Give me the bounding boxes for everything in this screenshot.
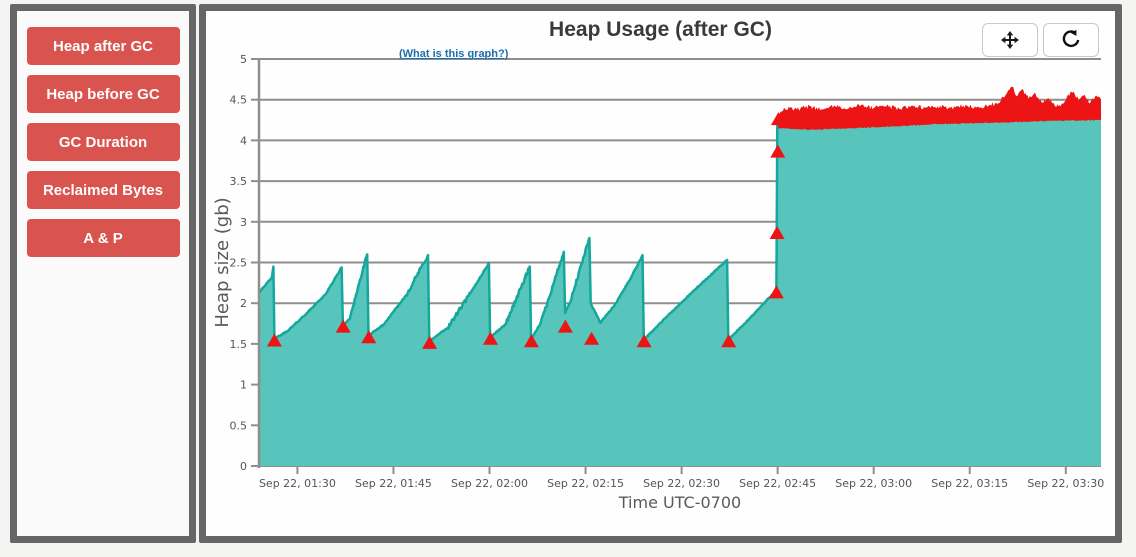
svg-text:0.5: 0.5: [230, 419, 248, 432]
svg-text:Sep 22, 03:15: Sep 22, 03:15: [931, 477, 1008, 490]
refresh-icon: [1062, 29, 1080, 48]
svg-text:4.5: 4.5: [230, 94, 248, 107]
sidebar-panel: Heap after GC Heap before GC GC Duration…: [10, 4, 196, 543]
gc-event-triangles: [266, 112, 786, 349]
svg-text:4: 4: [240, 134, 247, 147]
chart-panel: 0 0.5 1 1.5 2 2.5 3 3.5 4 4.5 5 Sep 22, 01:30 Sep 22…: [199, 4, 1122, 543]
svg-text:1.5: 1.5: [230, 338, 248, 351]
tick-labels: 0 0.5 1 1.5 2 2.5 3 3.5 4 4.5 5 Sep 22, 01:30 Sep 22…: [230, 53, 1105, 490]
svg-text:Sep 22, 01:30: Sep 22, 01:30: [259, 477, 336, 490]
pan-button[interactable]: [982, 23, 1038, 57]
pan-icon: [1001, 31, 1019, 49]
chart-title: Heap Usage (after GC): [549, 18, 772, 41]
chart-toolbar: [982, 23, 1099, 57]
svg-text:Sep 22, 03:30: Sep 22, 03:30: [1027, 477, 1104, 490]
svg-text:Sep 22, 02:45: Sep 22, 02:45: [739, 477, 816, 490]
svg-text:Sep 22, 02:15: Sep 22, 02:15: [547, 477, 624, 490]
heap-usage-plot[interactable]: 0 0.5 1 1.5 2 2.5 3 3.5 4 4.5 5 Sep 22, 01:30 Sep 22…: [206, 11, 1115, 536]
a-and-p-button[interactable]: A & P: [26, 219, 180, 257]
svg-text:2: 2: [240, 297, 247, 310]
gc-duration-button[interactable]: GC Duration: [26, 123, 180, 161]
svg-text:Sep 22, 02:00: Sep 22, 02:00: [451, 477, 528, 490]
svg-text:Sep 22, 01:45: Sep 22, 01:45: [355, 477, 432, 490]
heap-after-gc-button[interactable]: Heap after GC: [26, 27, 180, 65]
svg-text:0: 0: [240, 460, 247, 473]
svg-text:3.5: 3.5: [230, 175, 248, 188]
svg-text:Sep 22, 03:00: Sep 22, 03:00: [835, 477, 912, 490]
x-axis-title: Time UTC-0700: [618, 493, 741, 512]
axis-titles: Time UTC-0700 Heap size (gb): [212, 197, 741, 512]
svg-text:Sep 22, 02:30: Sep 22, 02:30: [643, 477, 720, 490]
svg-text:1: 1: [240, 379, 247, 392]
heap-before-gc-button[interactable]: Heap before GC: [26, 75, 180, 113]
help-link[interactable]: (What is this graph?): [399, 48, 509, 60]
refresh-button[interactable]: [1043, 23, 1099, 57]
y-axis-title: Heap size (gb): [212, 197, 233, 327]
reclaimed-bytes-button[interactable]: Reclaimed Bytes: [26, 171, 180, 209]
svg-text:3: 3: [240, 216, 247, 229]
svg-text:2.5: 2.5: [230, 257, 248, 270]
svg-text:5: 5: [240, 53, 247, 66]
dense-gc-marker-band: [778, 86, 1101, 131]
heap-after-gc-series: [258, 114, 1102, 466]
